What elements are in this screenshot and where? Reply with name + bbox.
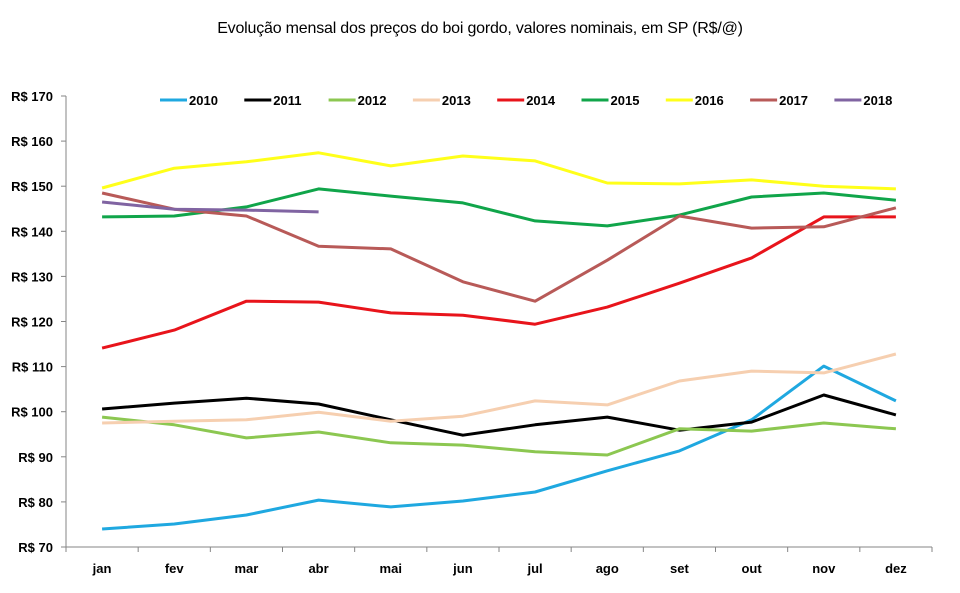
- legend-label: 2013: [442, 93, 471, 108]
- series-line-2012: [101, 415, 897, 457]
- axes: R$ 70 R$ 80 R$ 90 R$ 100 R$ 110 R$ 120 R$ 130 R…: [11, 89, 933, 576]
- x-tick-label: out: [741, 561, 762, 576]
- legend-label: 2016: [695, 93, 724, 108]
- legend-item-2010: 2010: [160, 93, 218, 108]
- x-tick-label: mar: [234, 561, 258, 576]
- y-tick-label: R$ 70: [18, 540, 53, 555]
- series-line-2017: [101, 191, 897, 303]
- y-tick-label: R$ 80: [18, 495, 53, 510]
- series-line-2014: [101, 215, 896, 350]
- x-tick-label: mai: [380, 561, 402, 576]
- legend: 2010 2011 2012 2013 2014 2015 2016 2017 2018: [160, 93, 892, 108]
- x-tick-label: jan: [92, 561, 112, 576]
- x-tick-label: set: [670, 561, 689, 576]
- series-line-2013: [102, 352, 897, 425]
- y-tick-label: R$ 140: [11, 224, 53, 239]
- y-tick-label: R$ 150: [11, 179, 53, 194]
- y-tick-label: R$ 100: [11, 405, 53, 420]
- series-line-2018: [101, 200, 319, 214]
- series-line-2015: [102, 187, 897, 228]
- y-tick-label: R$ 130: [11, 269, 53, 284]
- legend-item-2013: 2013: [412, 93, 471, 108]
- legend-item-2012: 2012: [328, 93, 387, 108]
- x-tick-label: jul: [526, 561, 542, 576]
- legend-label: 2018: [863, 93, 892, 108]
- legend-label: 2012: [358, 93, 387, 108]
- y-tick-label: R$ 110: [12, 360, 53, 375]
- x-tick-label: ago: [596, 561, 619, 576]
- series-line-2011: [101, 393, 897, 437]
- x-tick-label: fev: [165, 561, 185, 576]
- legend-item-2018: 2018: [834, 93, 892, 108]
- legend-item-2015: 2015: [581, 93, 640, 108]
- legend-label: 2011: [273, 93, 301, 108]
- legend-label: 2017: [779, 93, 808, 108]
- x-tick-label: abr: [308, 561, 328, 576]
- y-tick-label: R$ 120: [11, 315, 53, 330]
- legend-label: 2010: [189, 93, 218, 108]
- x-tick-label: jun: [452, 561, 473, 576]
- legend-item-2016: 2016: [665, 93, 724, 108]
- legend-item-2017: 2017: [750, 93, 808, 108]
- series-layer: [101, 151, 897, 531]
- legend-label: 2015: [611, 93, 640, 108]
- legend-item-2011: 2011: [244, 93, 302, 108]
- x-tick-label: nov: [812, 561, 836, 576]
- y-tick-label: R$ 160: [11, 134, 53, 149]
- legend-label: 2014: [526, 93, 556, 108]
- x-tick-label: dez: [885, 561, 907, 576]
- series-line-2010: [101, 364, 897, 531]
- series-line-2016: [101, 151, 896, 191]
- y-tick-label: R$ 170: [11, 89, 53, 104]
- legend-item-2014: 2014: [497, 93, 556, 108]
- y-tick-label: R$ 90: [18, 450, 53, 465]
- chart-title: Evolução mensal dos preços do boi gordo,…: [217, 20, 743, 37]
